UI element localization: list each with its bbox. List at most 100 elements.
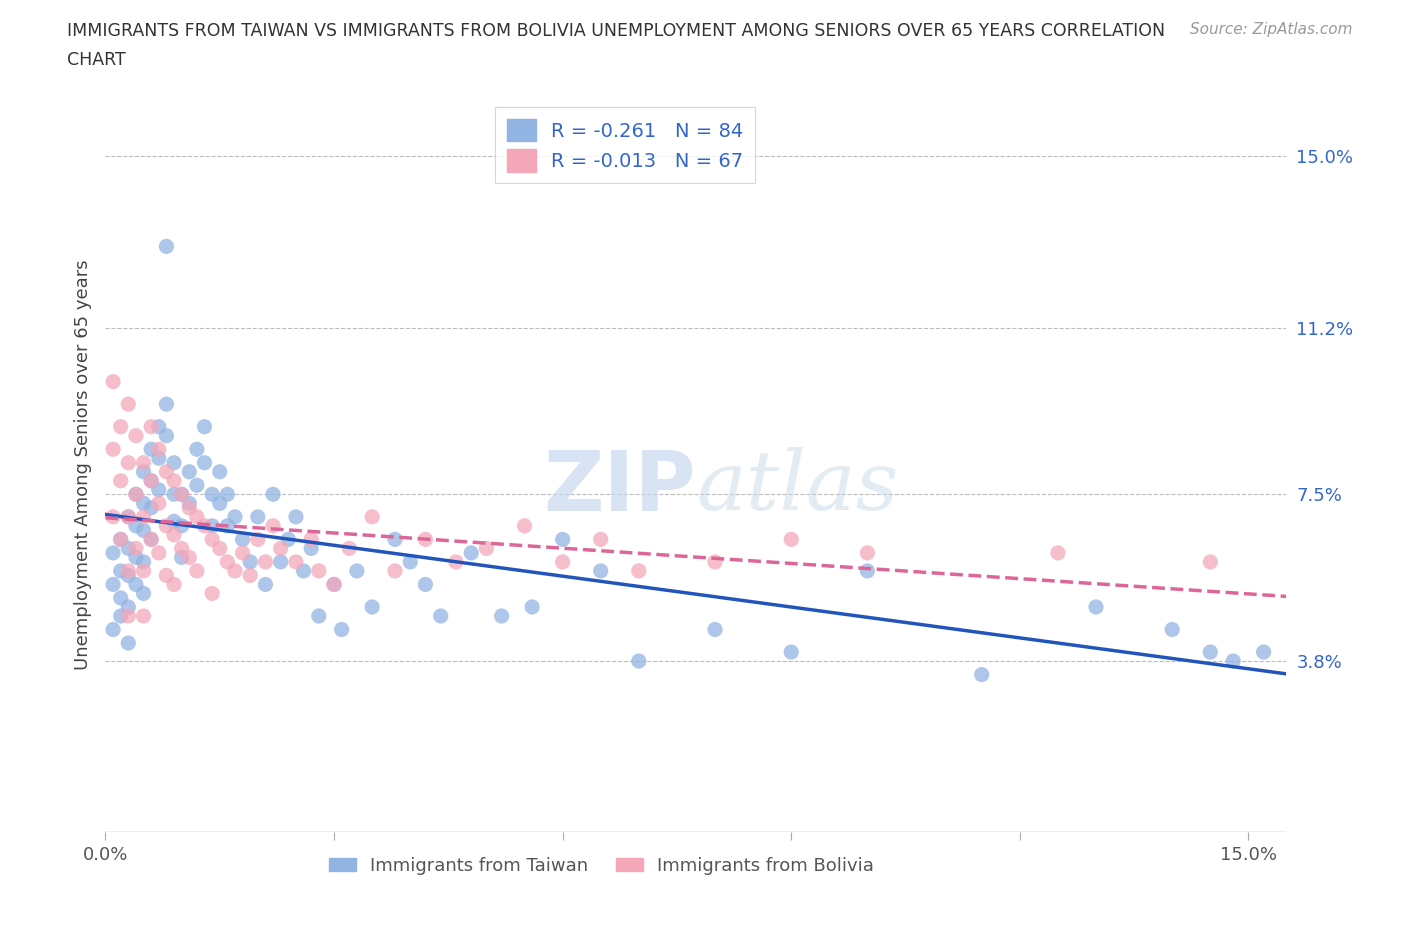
Point (125, 428, 148, 443)
Point (170, 550, 193, 565)
Point (117, 510, 139, 525)
Point (132, 523, 155, 538)
Point (125, 541, 148, 556)
Point (201, 586, 224, 601)
Point (323, 577, 346, 591)
Point (132, 554, 155, 569)
Legend: Immigrants from Taiwan, Immigrants from Bolivia: Immigrants from Taiwan, Immigrants from … (322, 850, 882, 882)
Point (1199, 644, 1222, 659)
Point (330, 622, 353, 637)
Text: IMMIGRANTS FROM TAIWAN VS IMMIGRANTS FROM BOLIVIA UNEMPLOYMENT AMONG SENIORS OVE: IMMIGRANTS FROM TAIWAN VS IMMIGRANTS FRO… (67, 22, 1166, 40)
Point (186, 442, 208, 457)
Point (856, 564, 879, 578)
Point (125, 518, 148, 533)
Point (110, 608, 132, 623)
Point (141, 419, 163, 434)
Point (132, 586, 155, 601)
Point (148, 496, 170, 511)
Point (132, 564, 155, 578)
Point (399, 554, 422, 569)
Point (970, 667, 993, 682)
Point (186, 478, 208, 493)
Point (110, 591, 132, 605)
Point (239, 554, 262, 569)
Point (163, 527, 186, 542)
Point (284, 554, 307, 569)
Point (208, 496, 231, 511)
Point (186, 564, 208, 578)
Point (155, 568, 177, 583)
Point (141, 473, 163, 488)
Y-axis label: Unemployment Among Seniors over 65 years: Unemployment Among Seniors over 65 years (73, 259, 91, 671)
Point (1161, 622, 1184, 637)
Point (201, 532, 224, 547)
Point (110, 564, 132, 578)
Point (117, 541, 139, 556)
Point (589, 564, 612, 578)
Point (232, 546, 254, 561)
Point (101, 577, 124, 591)
Point (224, 564, 246, 578)
Point (201, 487, 224, 502)
Point (132, 496, 155, 511)
Point (141, 532, 163, 547)
Point (308, 564, 330, 578)
Point (270, 541, 292, 556)
Point (117, 568, 139, 583)
Point (246, 532, 269, 547)
Point (444, 554, 467, 569)
Point (384, 532, 406, 547)
Point (155, 518, 177, 533)
Point (117, 510, 139, 525)
Point (262, 518, 284, 533)
Point (110, 532, 132, 547)
Point (163, 577, 186, 591)
Point (551, 532, 574, 547)
Point (148, 419, 170, 434)
Point (224, 510, 246, 525)
Point (627, 564, 650, 578)
Point (170, 518, 193, 533)
Text: CHART: CHART (67, 51, 127, 69)
Point (513, 518, 536, 533)
Point (125, 550, 148, 565)
Point (163, 514, 186, 529)
Point (110, 419, 132, 434)
Point (155, 464, 177, 479)
Point (110, 532, 132, 547)
Point (277, 532, 299, 547)
Point (155, 397, 177, 412)
Point (254, 554, 277, 569)
Point (101, 510, 124, 525)
Point (208, 541, 231, 556)
Point (1253, 644, 1275, 659)
Point (346, 564, 368, 578)
Point (101, 622, 124, 637)
Point (193, 518, 215, 533)
Point (361, 600, 384, 615)
Point (179, 464, 201, 479)
Point (460, 546, 482, 561)
Point (163, 473, 186, 488)
Point (589, 532, 612, 547)
Point (125, 487, 148, 502)
Point (117, 397, 139, 412)
Point (141, 473, 163, 488)
Point (141, 442, 163, 457)
Point (704, 622, 727, 637)
Point (201, 518, 224, 533)
Point (520, 600, 543, 615)
Point (551, 554, 574, 569)
Point (141, 532, 163, 547)
Point (170, 541, 193, 556)
Point (491, 608, 513, 623)
Point (239, 568, 262, 583)
Point (361, 510, 384, 525)
Point (117, 600, 139, 615)
Point (1199, 554, 1222, 569)
Point (1222, 654, 1244, 669)
Point (117, 608, 139, 623)
Point (429, 608, 451, 623)
Point (101, 374, 124, 389)
Point (179, 500, 201, 515)
